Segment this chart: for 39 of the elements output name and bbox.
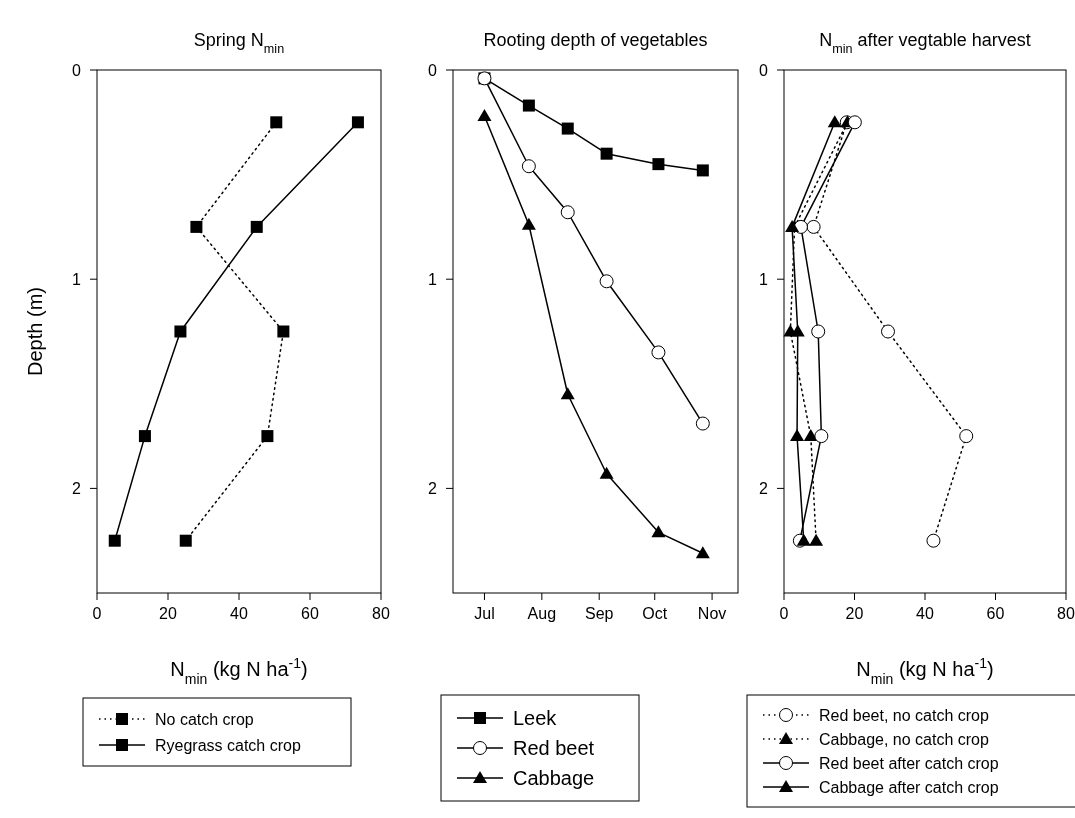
- legend-label: Red beet: [513, 737, 595, 759]
- y-tick-label: 0: [428, 61, 438, 79]
- x-axis-title: N$_{min}$ (kg N ha$^{-1}$): [856, 655, 994, 687]
- x-tick-label: Jul: [474, 605, 495, 622]
- y-tick-label: 2: [428, 480, 438, 497]
- x-tick-label: 80: [1057, 605, 1075, 622]
- x-tick-label: 60: [986, 605, 1005, 622]
- x-tick-label: 20: [845, 605, 864, 622]
- x-tick-label: 40: [916, 605, 934, 622]
- x-tick-label: Aug: [527, 605, 557, 622]
- chart-title: N$_{min}$ after vegtable harvest: [819, 30, 1031, 56]
- legend-label: Red beet after catch crop: [819, 754, 999, 772]
- legend-label: Cabbage after catch crop: [819, 778, 999, 796]
- x-tick-label: 60: [301, 605, 319, 622]
- x-tick-label: 20: [159, 605, 177, 622]
- y-tick-label: 0: [759, 61, 769, 79]
- x-axis-title: N$_{min}$ (kg N ha$^{-1}$): [170, 655, 308, 687]
- y-tick-label: 0: [72, 61, 82, 79]
- legend-label: Red beet, no catch crop: [819, 706, 989, 724]
- y-tick-label: 1: [428, 270, 438, 288]
- x-tick-label: 0: [92, 605, 102, 622]
- x-tick-label: Nov: [697, 605, 727, 622]
- x-tick-label: 40: [230, 605, 248, 622]
- x-tick-label: Sep: [584, 605, 614, 622]
- x-tick-label: 0: [779, 605, 789, 622]
- chart-title: Rooting depth of vegetables: [483, 30, 708, 50]
- y-tick-label: 1: [72, 270, 82, 288]
- y-axis-title: Depth (m): [24, 287, 46, 376]
- legend-label: Leek: [513, 707, 558, 729]
- chart-title: Spring N$_{min}$: [193, 30, 285, 56]
- legend-label: Cabbage: [513, 767, 595, 789]
- legend-label: Cabbage, no catch crop: [819, 730, 989, 748]
- y-tick-label: 2: [72, 480, 82, 497]
- y-tick-label: 2: [759, 480, 769, 497]
- x-tick-label: Oct: [642, 605, 668, 622]
- y-tick-label: 1: [759, 270, 769, 288]
- legend-label: No catch crop: [155, 710, 254, 728]
- x-tick-label: 80: [372, 605, 390, 622]
- legend-label: Ryegrass catch crop: [155, 736, 301, 754]
